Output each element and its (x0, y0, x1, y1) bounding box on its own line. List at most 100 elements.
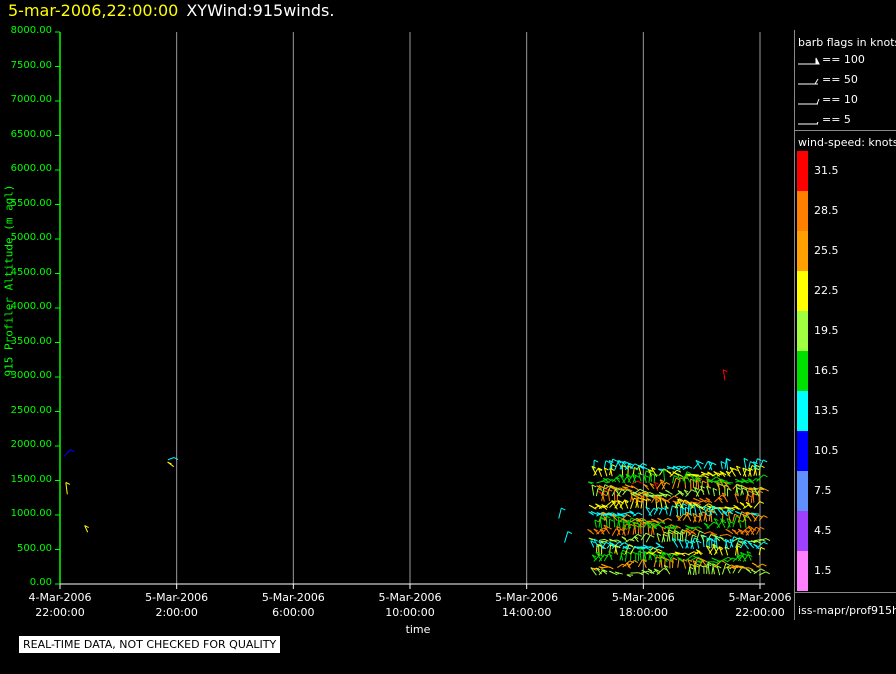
wind-barb (677, 552, 686, 555)
wind-barb (700, 558, 708, 567)
wind-barb (619, 474, 626, 484)
wind-barb-flag (738, 528, 743, 532)
wind-barb-flag (656, 532, 662, 536)
barb-flag-label: == 100 (822, 53, 865, 66)
wind-barb-flag (704, 513, 710, 517)
colorbar-label: 28.5 (814, 204, 839, 217)
wind-barb-flag (700, 485, 705, 489)
wind-barb-flag (697, 476, 702, 480)
wind-barb-flag (696, 549, 701, 553)
x-tick-date: 5-Mar-2006 (378, 591, 442, 604)
wind-barb (595, 551, 603, 561)
wind-barb-flag (708, 479, 714, 483)
wind-barb (638, 472, 642, 482)
wind-barb-flag (649, 534, 655, 538)
wind-barb-flag (721, 492, 727, 496)
wind-barb-flag (641, 569, 646, 573)
wind-barb (708, 461, 713, 471)
wind-barb (729, 536, 735, 548)
wind-barb-flag (672, 557, 678, 561)
wind-barb-flag (599, 528, 605, 532)
wind-barb-flag (716, 565, 722, 569)
wind-barb (740, 552, 747, 562)
wind-barb-flag (763, 515, 768, 518)
wind-barb (745, 512, 752, 522)
wind-barb-flag (695, 459, 701, 463)
wind-barb (753, 538, 762, 542)
wind-barb (692, 513, 697, 523)
colorbar-swatch (797, 191, 808, 231)
barb-flag-icon (798, 78, 819, 85)
wind-speed-title: wind-speed: knots (798, 136, 896, 149)
wind-barb-flag (708, 537, 714, 541)
wind-barb-flag (629, 560, 635, 564)
wind-barb-flag (721, 560, 726, 564)
wind-barb (745, 487, 750, 496)
x-tick-date: 5-Mar-2006 (495, 591, 559, 604)
wind-barb (685, 555, 693, 561)
wind-barb-flag (697, 557, 702, 561)
wind-barb (648, 494, 655, 497)
wind-barb-flag (634, 546, 639, 550)
wind-barb-flag (764, 488, 769, 492)
wind-barb-flag (736, 487, 741, 490)
wind-barb-flag (639, 488, 645, 492)
wind-barb (688, 551, 695, 556)
wind-barb-flag (621, 536, 626, 540)
wind-barb-flag (591, 484, 597, 488)
wind-barb (746, 494, 750, 503)
wind-barb (753, 461, 757, 470)
wind-barb-flag (707, 471, 712, 475)
wind-barb-flag (696, 502, 701, 506)
wind-barb (690, 537, 695, 549)
wind-barb-flag (603, 480, 608, 484)
wind-barb (631, 473, 637, 483)
y-tick-label: 7000.00 (10, 94, 52, 105)
wind-barb (712, 488, 715, 497)
wind-barb-flag (658, 549, 663, 552)
wind-barb (758, 547, 762, 556)
wind-barb (690, 540, 694, 550)
wind-barb-flag (627, 462, 632, 466)
wind-barb (621, 461, 629, 470)
wind-barb-flag (609, 541, 614, 545)
wind-barb-flag (739, 502, 745, 505)
wind-barb (695, 489, 701, 497)
wind-barb-flag (601, 563, 606, 567)
wind-barb-flag (682, 558, 688, 562)
wind-barb-flag (628, 488, 633, 492)
wind-barb (668, 529, 671, 542)
wind-barb-flag (592, 567, 597, 571)
wind-barb (722, 556, 729, 561)
wind-barb (653, 556, 658, 568)
wind-barb-flag (638, 465, 643, 468)
wind-barb (693, 557, 698, 568)
wind-barb-flag (649, 482, 655, 486)
wind-barb-flag (691, 489, 696, 493)
wind-barb (742, 467, 747, 478)
wind-barb (65, 482, 68, 495)
wind-barb-flag (651, 518, 656, 522)
wind-barb (748, 468, 752, 477)
wind-barb (693, 504, 697, 515)
wind-barb-flag (661, 552, 667, 556)
wind-barb-flag (652, 522, 658, 526)
wind-barb (724, 539, 729, 549)
wind-barb-flag (626, 574, 632, 578)
wind-barb-flag (626, 489, 632, 493)
wind-barb-flag (700, 558, 706, 562)
wind-barb (736, 555, 742, 562)
wind-barb-flag (603, 524, 609, 528)
wind-barb (688, 566, 692, 575)
wind-barb-flag (724, 506, 729, 510)
wind-barb (558, 507, 562, 519)
wind-barb (597, 467, 603, 477)
wind-barb-flag (694, 537, 699, 541)
wind-barb (722, 369, 726, 381)
x-tick-label: 5-Mar-2006 6:00:00 (248, 590, 338, 620)
wind-barb (756, 527, 761, 535)
wind-barb (718, 546, 723, 556)
wind-barb-flag (651, 524, 656, 527)
wind-barb-flag (698, 506, 704, 509)
wind-barb-flag (747, 494, 752, 498)
